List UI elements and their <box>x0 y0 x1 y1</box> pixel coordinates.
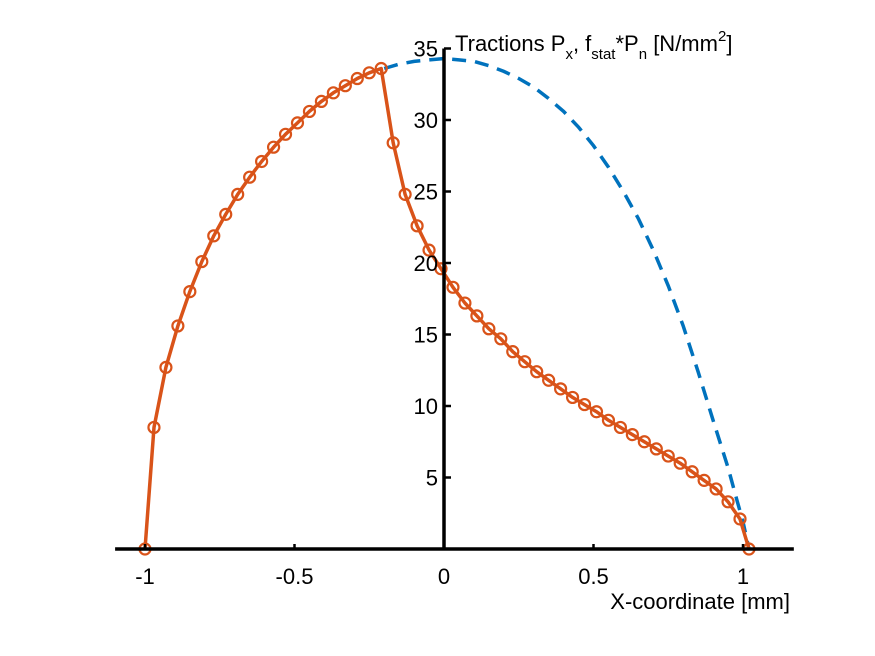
data-point <box>171 319 185 333</box>
data-point <box>338 79 352 93</box>
data-point <box>721 495 735 509</box>
data-point <box>601 413 616 427</box>
data-point <box>589 405 604 419</box>
data-point <box>255 154 269 169</box>
data-point <box>494 332 508 346</box>
data-point <box>542 373 556 387</box>
y-axis-title: Tractions Px, fstat*Pn [N/mm2] <box>455 28 732 63</box>
x-tick-label: 0.5 <box>578 564 609 589</box>
series-line-solid <box>143 66 751 550</box>
data-point <box>159 360 173 374</box>
data-point <box>565 390 580 405</box>
data-point <box>350 71 364 86</box>
data-point <box>733 512 747 526</box>
data-point <box>326 86 340 100</box>
y-tick-label: 35 <box>414 37 438 62</box>
data-point <box>530 365 544 379</box>
data-point <box>673 456 687 470</box>
data-point <box>637 435 651 449</box>
data-point <box>410 219 424 233</box>
data-point <box>231 187 245 201</box>
data-point <box>625 428 639 442</box>
data-point <box>290 116 305 130</box>
data-point <box>183 285 197 299</box>
plot-area <box>138 56 756 556</box>
y-tick-label: 20 <box>414 251 438 276</box>
data-point <box>649 442 663 456</box>
data-point <box>374 61 388 76</box>
x-tick-label: -0.5 <box>276 564 314 589</box>
x-tick-label: 0 <box>438 564 450 589</box>
data-point <box>470 309 484 323</box>
data-point <box>577 397 592 412</box>
y-tick-label: 5 <box>426 466 438 491</box>
y-tick-label: 30 <box>414 108 438 133</box>
x-tick-label: 1 <box>737 564 749 589</box>
data-point <box>506 345 520 359</box>
data-point <box>422 243 436 257</box>
data-point <box>207 229 221 243</box>
data-point <box>554 382 568 396</box>
data-point <box>446 280 460 294</box>
data-point <box>362 66 376 80</box>
data-point <box>243 170 257 184</box>
data-point <box>398 187 412 201</box>
axes <box>115 48 794 551</box>
data-point <box>434 262 448 276</box>
data-point <box>458 296 472 310</box>
data-point <box>302 104 317 119</box>
data-point <box>314 94 329 109</box>
data-point <box>386 136 400 150</box>
data-point <box>518 355 532 369</box>
y-tick-label: 25 <box>414 180 438 205</box>
data-point <box>685 465 699 479</box>
data-point <box>278 127 293 141</box>
y-tick-label: 15 <box>414 323 438 348</box>
data-point <box>709 482 723 496</box>
y-tick-label: 10 <box>414 394 438 419</box>
data-point <box>147 420 161 435</box>
data-point <box>661 449 675 463</box>
data-point <box>195 254 209 269</box>
data-point <box>613 420 628 435</box>
data-point <box>266 140 281 154</box>
series-line-dashed <box>383 56 751 550</box>
data-point <box>482 322 496 336</box>
x-tick-label: -1 <box>135 564 155 589</box>
data-point <box>697 473 711 487</box>
data-point <box>219 207 233 221</box>
x-axis-title: X-coordinate [mm] <box>610 589 790 614</box>
